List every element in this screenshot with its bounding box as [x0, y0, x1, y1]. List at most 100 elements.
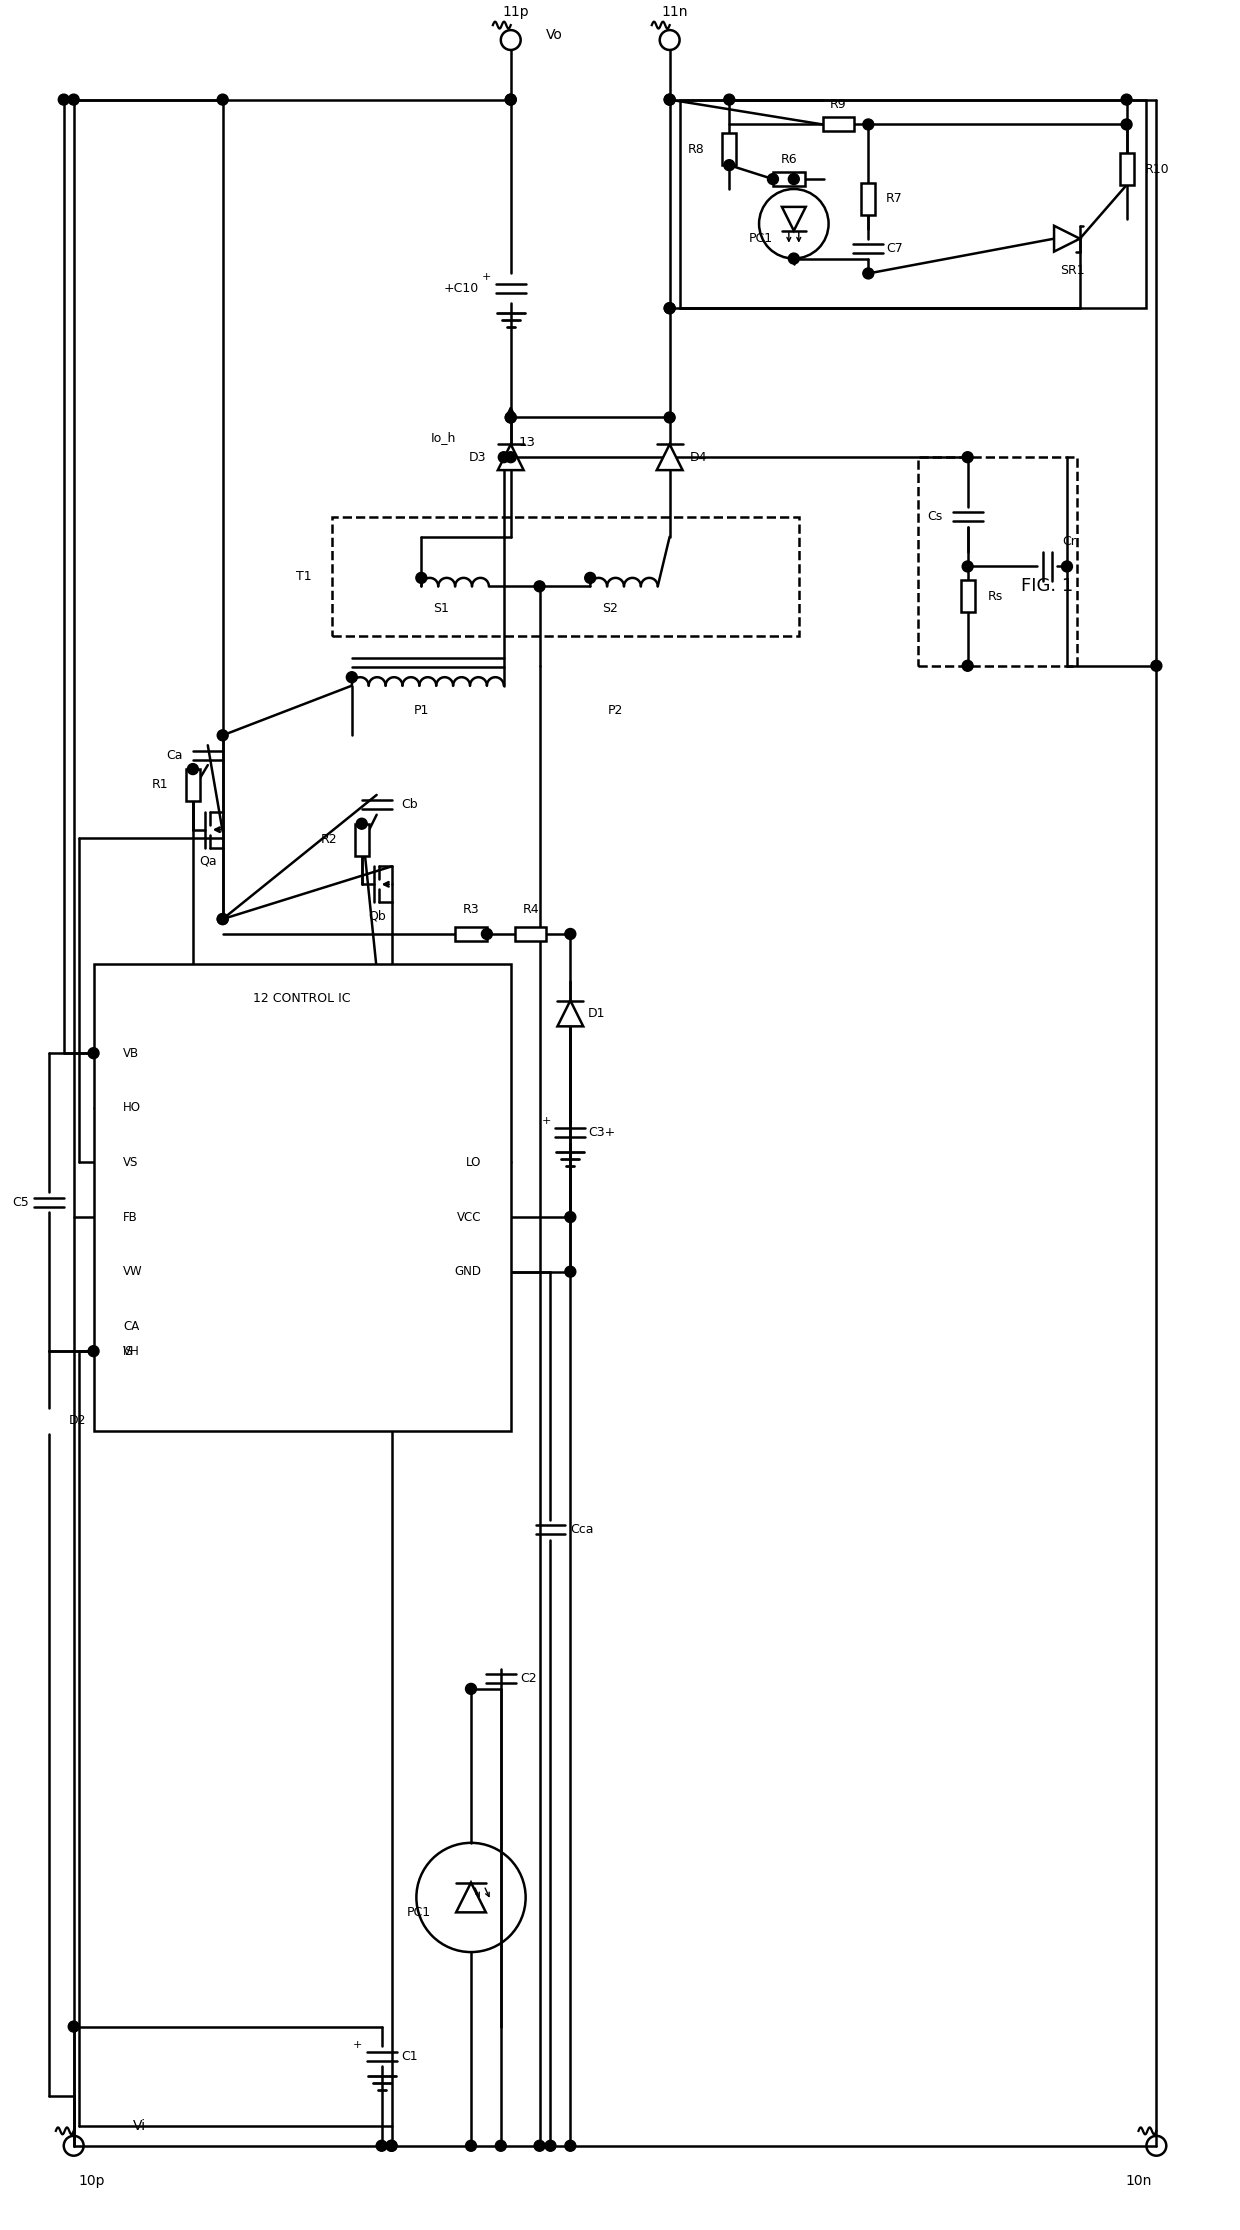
- Text: R9: R9: [831, 98, 847, 112]
- Circle shape: [505, 413, 516, 424]
- Text: D2: D2: [68, 1414, 87, 1427]
- Circle shape: [585, 573, 595, 584]
- Text: +: +: [353, 2040, 362, 2049]
- Circle shape: [863, 268, 874, 279]
- Text: Cs: Cs: [928, 511, 942, 524]
- Bar: [862, 183, 875, 214]
- Bar: [332, 517, 799, 636]
- Circle shape: [505, 413, 516, 424]
- Circle shape: [217, 94, 228, 105]
- Circle shape: [546, 2141, 556, 2152]
- Circle shape: [505, 94, 516, 105]
- Polygon shape: [657, 444, 682, 471]
- Circle shape: [665, 303, 675, 314]
- Text: 11p: 11p: [502, 4, 529, 20]
- Circle shape: [88, 1048, 99, 1059]
- Circle shape: [346, 671, 357, 682]
- Circle shape: [376, 2141, 387, 2152]
- Text: +: +: [542, 1117, 552, 1126]
- Text: D4: D4: [689, 450, 707, 464]
- Text: Cb: Cb: [402, 798, 418, 812]
- Bar: [723, 134, 737, 165]
- Text: R4: R4: [522, 903, 539, 917]
- Text: HO: HO: [123, 1102, 141, 1115]
- Text: 11n: 11n: [661, 4, 688, 20]
- Text: R2: R2: [320, 834, 337, 845]
- Text: IS: IS: [123, 1345, 134, 1358]
- Text: PC1: PC1: [407, 1907, 430, 1918]
- Text: VW: VW: [123, 1264, 143, 1278]
- Polygon shape: [456, 1882, 486, 1913]
- Text: Ca: Ca: [166, 749, 184, 763]
- Text: R8: R8: [688, 143, 704, 156]
- Text: +C10: +C10: [444, 281, 479, 294]
- Text: GND: GND: [454, 1264, 481, 1278]
- Circle shape: [565, 928, 575, 939]
- Bar: [1120, 154, 1133, 185]
- Polygon shape: [497, 444, 523, 471]
- Circle shape: [465, 1684, 476, 1695]
- Text: Io_h: Io_h: [430, 430, 456, 444]
- Bar: [455, 928, 487, 941]
- Circle shape: [565, 2141, 575, 2152]
- Text: R10: R10: [1145, 163, 1169, 176]
- Circle shape: [505, 453, 516, 462]
- Text: Vi: Vi: [133, 2118, 146, 2132]
- Text: R7: R7: [887, 192, 903, 205]
- Bar: [773, 172, 805, 185]
- Text: FB: FB: [123, 1211, 138, 1224]
- Text: Qa: Qa: [198, 854, 217, 867]
- Bar: [822, 118, 854, 132]
- Bar: [961, 580, 975, 613]
- Circle shape: [665, 413, 675, 424]
- Polygon shape: [1054, 225, 1080, 252]
- Circle shape: [356, 818, 367, 830]
- Circle shape: [495, 2141, 506, 2152]
- Circle shape: [1151, 660, 1162, 671]
- Bar: [93, 963, 511, 1432]
- Polygon shape: [558, 1001, 583, 1026]
- Circle shape: [498, 453, 510, 462]
- Circle shape: [724, 94, 735, 105]
- Circle shape: [1121, 94, 1132, 105]
- Text: T1: T1: [296, 571, 312, 582]
- Text: CA: CA: [123, 1320, 140, 1334]
- Text: Cr: Cr: [1061, 535, 1076, 549]
- Text: R3: R3: [463, 903, 480, 917]
- Circle shape: [665, 303, 675, 314]
- Circle shape: [789, 174, 800, 185]
- Circle shape: [1121, 118, 1132, 129]
- Circle shape: [665, 94, 675, 105]
- Text: Rs: Rs: [987, 589, 1003, 602]
- Circle shape: [58, 94, 69, 105]
- Text: R1: R1: [151, 778, 169, 792]
- Text: C1: C1: [402, 2049, 418, 2063]
- Circle shape: [789, 252, 800, 263]
- Text: P2: P2: [608, 705, 622, 718]
- Bar: [515, 928, 547, 941]
- Polygon shape: [782, 207, 806, 230]
- Circle shape: [962, 660, 973, 671]
- Circle shape: [187, 763, 198, 774]
- Text: R6: R6: [780, 152, 797, 165]
- Text: 12 CONTROL IC: 12 CONTROL IC: [253, 992, 351, 1006]
- Circle shape: [724, 161, 735, 172]
- Text: P1: P1: [414, 705, 429, 718]
- Text: VB: VB: [123, 1046, 139, 1059]
- Circle shape: [68, 2020, 79, 2032]
- Circle shape: [88, 1345, 99, 1356]
- Circle shape: [481, 928, 492, 939]
- Circle shape: [962, 453, 973, 462]
- Bar: [186, 769, 200, 801]
- Text: VCC: VCC: [456, 1211, 481, 1224]
- Text: LO: LO: [465, 1155, 481, 1169]
- Circle shape: [665, 94, 675, 105]
- Text: S2: S2: [603, 602, 618, 615]
- Circle shape: [863, 118, 874, 129]
- Text: VH: VH: [123, 1345, 140, 1358]
- Circle shape: [217, 914, 228, 925]
- Circle shape: [1061, 562, 1073, 571]
- Circle shape: [565, 1267, 575, 1278]
- Circle shape: [386, 2141, 397, 2152]
- Text: Cca: Cca: [570, 1523, 594, 1536]
